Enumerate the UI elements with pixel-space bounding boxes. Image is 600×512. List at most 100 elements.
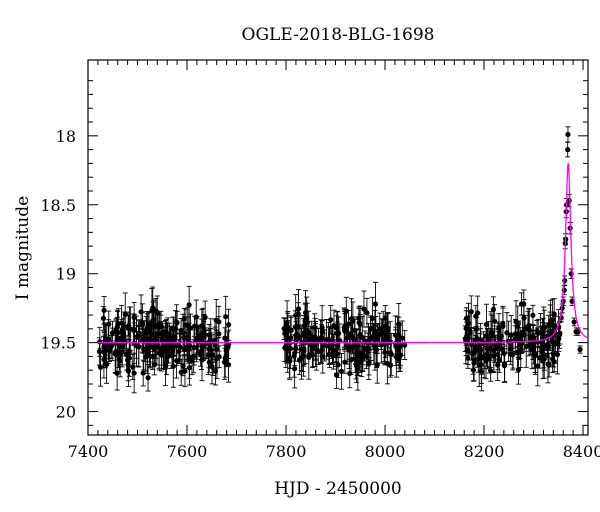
data-point [335, 351, 341, 379]
point-marker [306, 329, 312, 336]
data-point [312, 313, 318, 342]
data-point [281, 317, 287, 340]
data-point [355, 343, 361, 367]
point-marker [284, 319, 290, 326]
point-marker [463, 325, 469, 331]
point-marker [554, 351, 560, 358]
point-marker [372, 301, 379, 307]
point-marker [97, 364, 104, 370]
data-point [186, 341, 192, 380]
data-point [145, 364, 151, 392]
point-marker [534, 328, 540, 334]
data-point [471, 344, 477, 382]
x-tick-label: 7800 [266, 442, 307, 461]
point-marker [522, 326, 528, 332]
point-marker [201, 342, 207, 349]
model-curve [96, 163, 588, 344]
x-tick-label: 8400 [563, 442, 600, 461]
point-marker [342, 359, 348, 365]
point-marker [283, 343, 289, 349]
point-marker [571, 319, 577, 325]
point-marker [176, 348, 182, 355]
data-point [153, 298, 159, 325]
point-marker [343, 308, 349, 314]
point-marker [186, 357, 192, 363]
point-marker [101, 356, 107, 362]
data-point [125, 348, 131, 382]
point-marker [486, 355, 492, 362]
point-marker [532, 350, 538, 356]
data-point [149, 287, 155, 333]
data-point [181, 330, 188, 369]
point-marker [341, 327, 348, 334]
data-point [162, 344, 169, 387]
data-point [133, 324, 140, 367]
data-point [373, 329, 379, 352]
point-marker [160, 347, 166, 354]
point-marker [300, 346, 307, 352]
point-marker [114, 324, 120, 330]
x-tick-label: 7600 [167, 442, 208, 461]
point-marker [492, 318, 498, 324]
point-marker [295, 311, 301, 317]
point-marker [515, 366, 522, 373]
data-point [121, 321, 127, 353]
point-marker [528, 342, 534, 348]
point-marker [359, 334, 365, 341]
data-point [349, 322, 355, 353]
point-marker [470, 351, 476, 357]
point-marker [508, 341, 514, 348]
data-point [347, 358, 353, 389]
x-tick-label: 7400 [68, 442, 109, 461]
point-marker [478, 361, 484, 368]
point-marker [550, 339, 556, 345]
data-point [101, 340, 107, 379]
point-marker [166, 337, 173, 343]
point-marker [182, 368, 188, 374]
point-marker [366, 360, 372, 367]
point-marker [483, 321, 490, 328]
point-marker [530, 312, 536, 318]
point-marker [133, 343, 140, 349]
point-marker [360, 351, 366, 357]
point-marker [489, 332, 495, 338]
point-marker [510, 351, 516, 357]
point-marker [484, 346, 491, 352]
point-marker [288, 335, 294, 341]
point-marker [145, 375, 151, 381]
data-point [546, 352, 552, 378]
point-marker [114, 370, 120, 376]
y-axis-label: I magnitude [13, 196, 33, 300]
data-point [216, 305, 222, 338]
point-marker [560, 298, 566, 304]
point-marker [504, 330, 510, 336]
data-point [484, 328, 491, 370]
y-tick-label: 19.5 [40, 334, 76, 353]
data-point [364, 297, 370, 328]
point-marker [144, 353, 150, 359]
data-point [199, 318, 205, 362]
point-marker [347, 370, 353, 377]
data-point [318, 336, 324, 364]
point-marker [551, 311, 557, 317]
point-marker [115, 350, 122, 356]
data-point [577, 345, 583, 354]
chart-title: OGLE-2018-BLG-1698 [242, 25, 435, 45]
data-point [565, 126, 571, 143]
data-point [534, 319, 540, 342]
point-marker [144, 327, 150, 334]
point-marker [364, 310, 370, 316]
point-marker [374, 362, 380, 368]
data-point [474, 326, 480, 351]
point-marker [130, 364, 136, 370]
point-marker [191, 353, 197, 359]
point-marker [174, 319, 180, 325]
data-point [310, 328, 316, 368]
point-marker [490, 306, 496, 313]
data-point [489, 315, 495, 356]
data-point [334, 333, 340, 359]
point-marker [163, 330, 170, 336]
point-marker [281, 326, 287, 332]
data-point [288, 315, 294, 361]
